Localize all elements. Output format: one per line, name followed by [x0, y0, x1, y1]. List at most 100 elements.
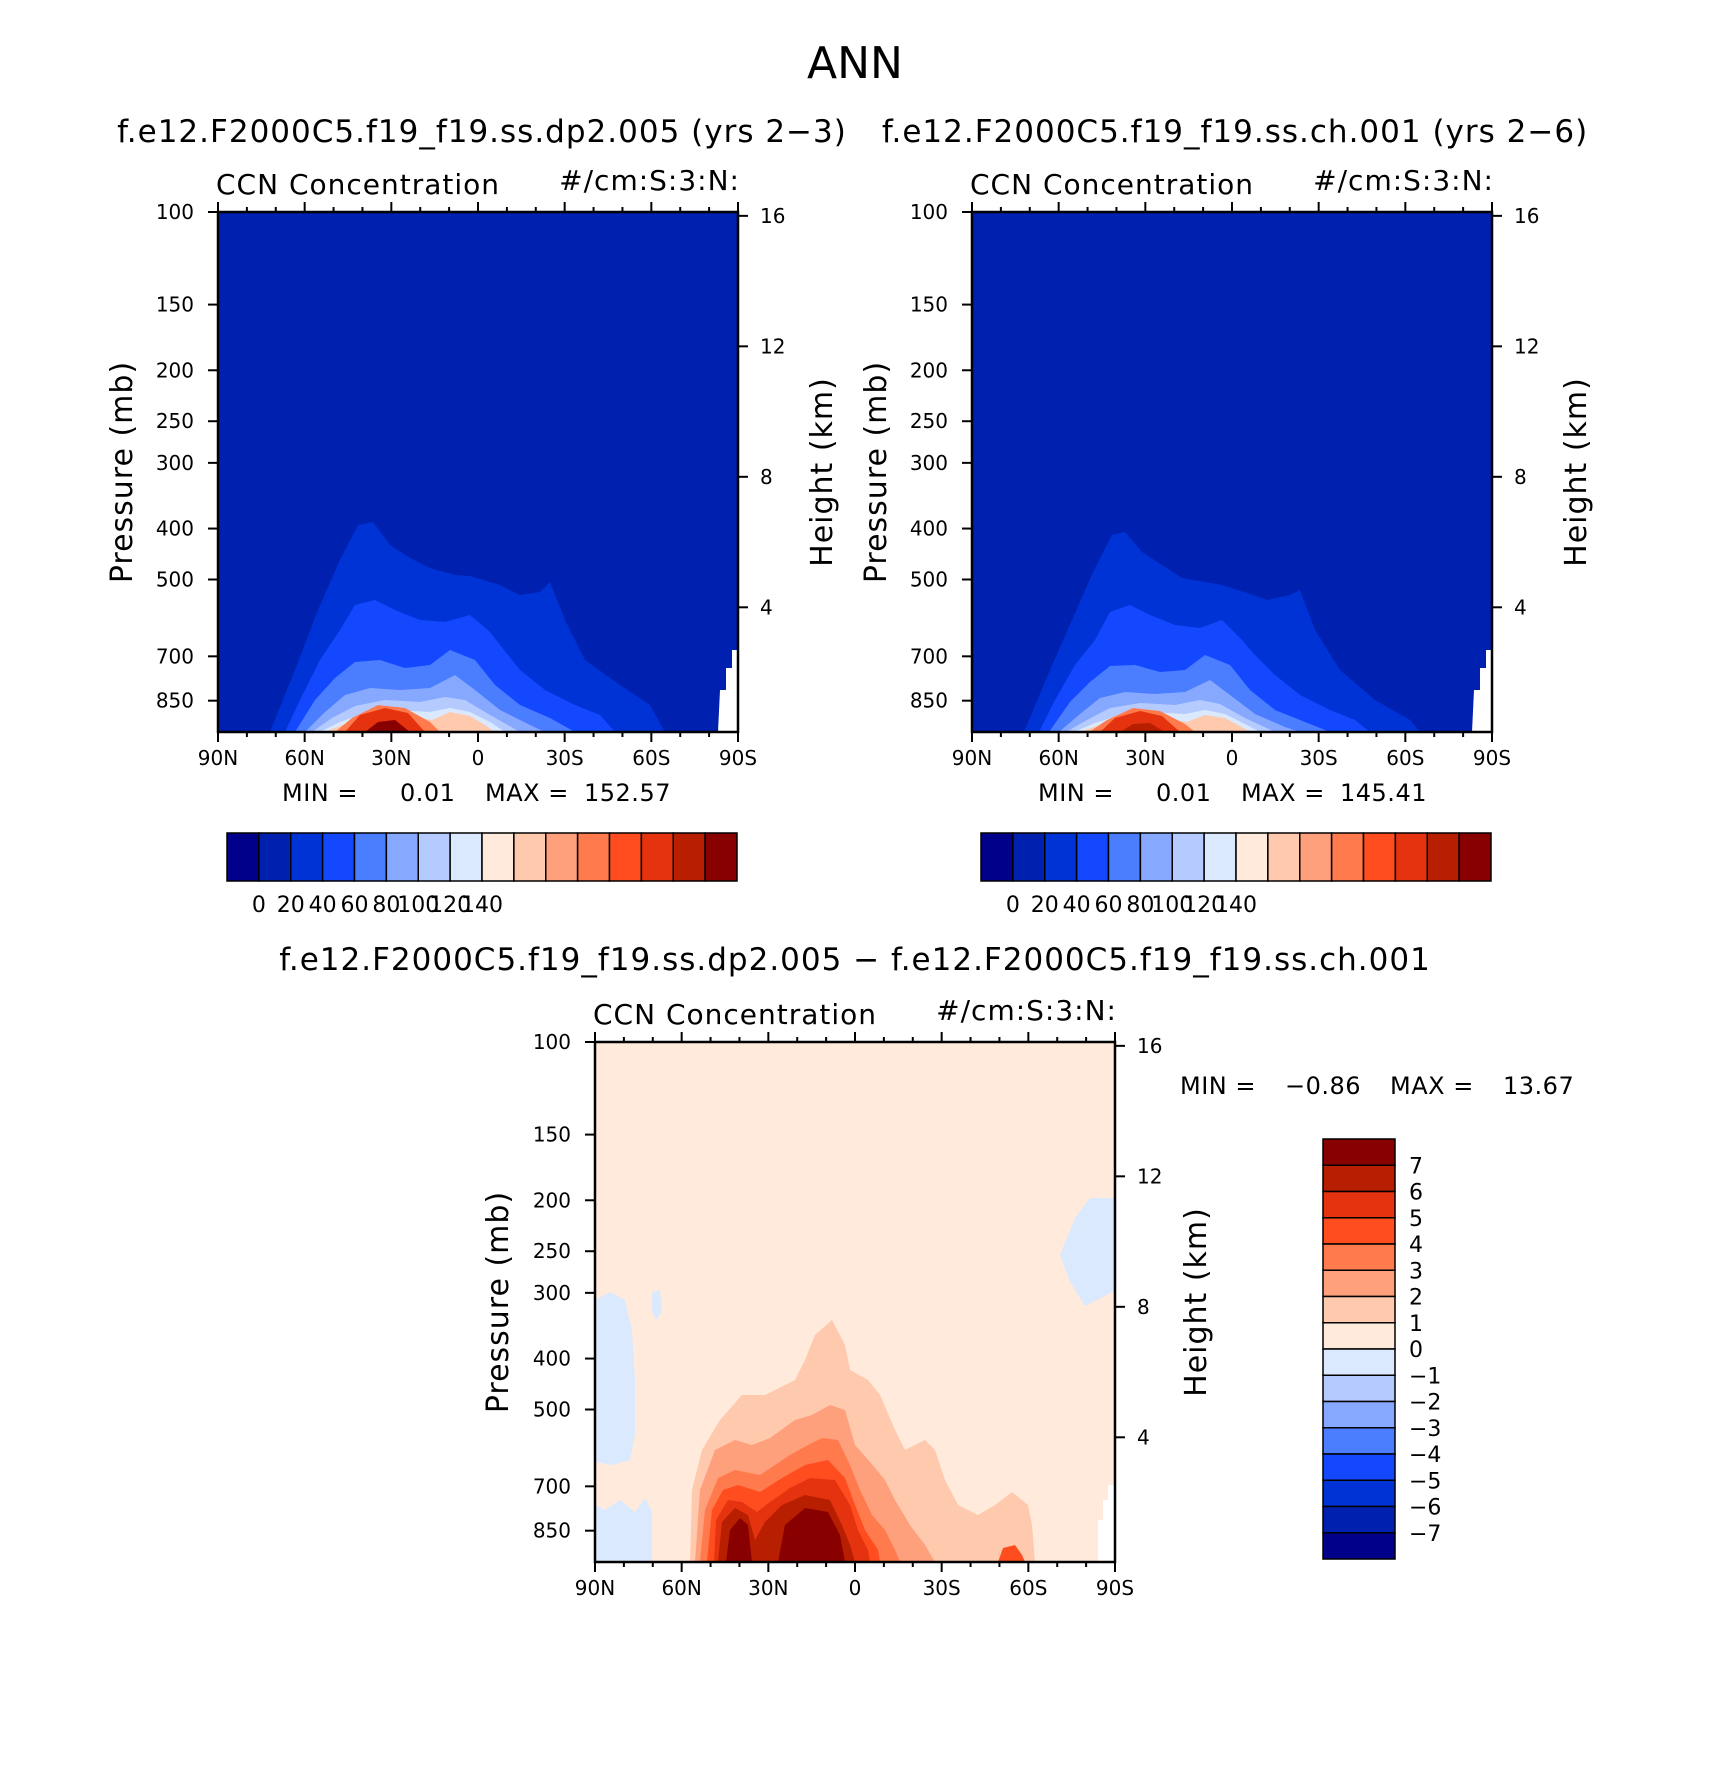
panel-3-ytick-right-label: 12 [1137, 1164, 1162, 1188]
panel-3-colorbar-box [1322, 1374, 1396, 1403]
panel-3-colorbar-box [1322, 1479, 1396, 1508]
panel-3-units: #/cm:S:3:N: [936, 994, 1117, 1027]
panel-1-colorbar-box [576, 832, 611, 882]
main-title: ANN [807, 38, 903, 89]
panel-2-ytick-label: 700 [910, 644, 948, 668]
panel-2-contour-level-9 [1100, 711, 1180, 732]
panel-3-ytick-label: 500 [533, 1398, 571, 1422]
panel-2-plot-area: 90N 60N 30N 0 30S 60S 90S 100 150 200 250 300 400 50… [910, 200, 1540, 770]
panel-3-colorbar-label: 4 [1409, 1233, 1423, 1258]
panel-3-colorbar-label: −1 [1409, 1364, 1441, 1389]
panel-3-colorbar-label: 0 [1409, 1338, 1423, 1363]
panel-1-colorbar-box [608, 832, 643, 882]
panel-1-colorbar-label: 60 [341, 893, 369, 918]
panel-2-ytick-label: 100 [910, 200, 948, 224]
panel-3-colorbar-label: 1 [1409, 1312, 1423, 1337]
panel-1-ytick-label: 250 [156, 409, 194, 433]
panel-1-colorbar-box [640, 832, 674, 882]
panel-3-ytick-right-label: 4 [1137, 1425, 1150, 1449]
panel-2-ylabel-right: Height (km) [1559, 377, 1594, 567]
panel-3-ylabel: Pressure (mb) [481, 1191, 516, 1413]
panel-2-xtick-label: 30N [1125, 746, 1165, 770]
panel-3-colorbar-box [1322, 1427, 1396, 1455]
panel-1-stats: MIN = 0.01 MAX = 152.57 [282, 779, 670, 807]
panel-1-colorbar-box [385, 832, 419, 882]
panel-3-xtick-label: 60S [1009, 1576, 1047, 1600]
panel-3-contour-level-7 [726, 1508, 845, 1562]
panel-2-colorbar-box [1107, 832, 1142, 882]
panel-2: f.e12.F2000C5.f19_f19.ss.ch.001 (yrs 2−6… [859, 114, 1594, 918]
panel-2-ytick-label: 500 [910, 568, 948, 592]
panel-2-contour-level-10 [1120, 723, 1165, 732]
panel-3-case-title: f.e12.F2000C5.f19_f19.ss.dp2.005 − f.e12… [279, 942, 1431, 978]
panel-2-colorbar-box [1299, 832, 1333, 882]
panel-1-ytick-label: 300 [156, 451, 194, 475]
panel-2-xtick-label: 90S [1473, 746, 1511, 770]
panel-2-colorbar-box [980, 832, 1014, 882]
panel-1-ytick-label: 100 [156, 200, 194, 224]
panel-3-colorbar-label: 7 [1409, 1154, 1423, 1179]
panel-1-contour-level-10 [365, 720, 410, 732]
panel-2-ytick-right-label: 4 [1514, 595, 1527, 619]
panel-2-ytick-label: 200 [910, 358, 948, 382]
panel-1-ylabel: Pressure (mb) [105, 361, 140, 583]
panel-3-ytick-label: 300 [533, 1281, 571, 1305]
panel-3-colorbar-label: −4 [1409, 1443, 1441, 1468]
panel-3-xtick-label: 30S [923, 1576, 961, 1600]
panel-2-colorbar-box [1235, 832, 1269, 882]
panel-1-colorbar-box [353, 832, 388, 882]
panel-2-xtick-label: 60S [1386, 746, 1424, 770]
panel-2-ytick-label: 150 [910, 293, 948, 317]
panel-1-colorbar-box [449, 832, 483, 882]
panel-2-variable: CCN Concentration [970, 168, 1254, 201]
panel-1-colorbar-box [321, 832, 356, 882]
panel-3-colorbar-box [1322, 1269, 1396, 1298]
panel-2-xtick-label: 60N [1038, 746, 1078, 770]
panel-1-contour-level-9 [345, 708, 425, 732]
panel-2-colorbar-box [1075, 832, 1110, 882]
panel-3-min-value: −0.86 [1285, 1072, 1361, 1100]
panel-1-colorbar-box [417, 832, 451, 882]
panel-2-ytick-right-label: 12 [1514, 334, 1539, 358]
panel-1-colorbar-box [513, 832, 547, 882]
panel-3-ytick-label: 200 [533, 1188, 571, 1212]
panel-2-ytick-right-label: 16 [1514, 204, 1539, 228]
panel-3-colorbar-box [1322, 1138, 1396, 1166]
panel-3-negative-region-small [652, 1290, 662, 1320]
panel-3-ytick-label: 700 [533, 1474, 571, 1498]
panel-2-stats: MIN = 0.01 MAX = 145.41 [1038, 779, 1427, 807]
panel-3-colorbar-box [1322, 1190, 1396, 1219]
panel-3-ytick-label: 250 [533, 1239, 571, 1263]
panel-1-xtick-label: 90S [719, 746, 757, 770]
panel-3-colorbar-box [1322, 1348, 1396, 1376]
panel-3-plot-area: 90N 60N 30N 0 30S 60S 90S 100 150 200 250 300 400 50… [533, 1030, 1163, 1600]
panel-1-colorbar-box [290, 832, 324, 882]
panel-1-colorbar-box [258, 832, 292, 882]
panel-2-max-value: 145.41 [1340, 779, 1427, 807]
panel-3-xtick-label: 90N [575, 1576, 615, 1600]
panel-1-xtick-label: 0 [472, 746, 485, 770]
panel-3-ytick-right-label: 8 [1137, 1295, 1150, 1319]
panel-2-colorbar-box [1171, 832, 1205, 882]
panel-1-colorbar-label: 140 [461, 893, 503, 918]
panel-1-ytick-label: 500 [156, 568, 194, 592]
panel-3-colorbar-box [1322, 1295, 1396, 1324]
panel-2-colorbar-label: 120 [1183, 893, 1225, 918]
panel-2-colorbar-box [1044, 832, 1078, 882]
panel-3-colorbar-box [1322, 1243, 1396, 1271]
panel-3-nodata-strip-right [1098, 1485, 1115, 1562]
panel-1-ylabel-right: Height (km) [805, 377, 840, 567]
panel-3-ytick-label: 100 [533, 1030, 571, 1054]
panel-3-ylabel-right: Height (km) [1179, 1207, 1214, 1397]
panel-2-ytick-label: 300 [910, 451, 948, 475]
panel-3-max-value: 13.67 [1503, 1072, 1574, 1100]
panel-2-xtick-label: 90N [952, 746, 992, 770]
panel-1-ytick-right-label: 16 [760, 204, 785, 228]
panel-1-ytick-label: 150 [156, 293, 194, 317]
panel-2-colorbar-label: 0 [1006, 893, 1020, 918]
panel-3-colorbar-label: 6 [1409, 1181, 1423, 1206]
